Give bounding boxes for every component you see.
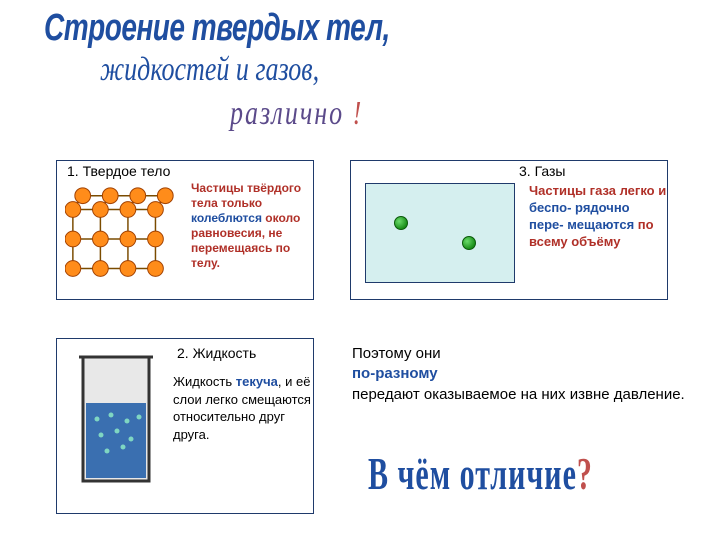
gas-title: 3. Газы (519, 163, 565, 179)
liquid-description: Жидкость текуча, и её слои легко смещают… (173, 373, 313, 443)
title-line-3: различно ! (230, 94, 363, 133)
gas-keyword: беспо- рядочно пере- мещаются (529, 200, 634, 232)
panel-solid: 1. Твердое тело Частицы твёрдого тела то… (56, 160, 314, 300)
concl-keyword: по-разному (352, 365, 438, 382)
question-text: В чём отличие? (368, 450, 593, 501)
gas-particle (462, 236, 476, 250)
gas-text-1: Частицы газа легко и (529, 183, 666, 198)
title-line-2: жидкостей и газов, (100, 50, 319, 89)
panel-liquid: 2. Жидкость Жидкость текуча, и её слои л… (56, 338, 314, 514)
solid-keyword: колеблются (191, 211, 262, 225)
liquid-keyword: текуча (236, 374, 278, 389)
title-line-1: Строение твердых тел, (44, 6, 390, 49)
title3-text: различно (230, 94, 344, 132)
gas-description: Частицы газа легко и беспо- рядочно пере… (529, 183, 667, 251)
solid-description: Частицы твёрдого тела только колеблются … (191, 181, 313, 271)
liquid-text-1: Жидкость (173, 374, 236, 389)
gas-particle (394, 216, 408, 230)
liquid-title: 2. Жидкость (177, 345, 256, 361)
solid-text-1: Частицы твёрдого тела только (191, 181, 301, 210)
question-mark: ? (577, 450, 593, 500)
concl-2: передают оказываемое на них извне давлен… (352, 386, 685, 403)
panel-gas: 3. Газы Частицы газа легко и беспо- рядо… (350, 160, 668, 300)
question-main: В чём отличие (368, 450, 577, 500)
lattice-diagram (65, 183, 183, 293)
solid-title: 1. Твердое тело (67, 163, 170, 179)
beaker-diagram (71, 349, 161, 489)
gas-box (365, 183, 515, 283)
title3-excl: ! (344, 94, 363, 132)
concl-1: Поэтому они (352, 345, 441, 362)
conclusion-text: Поэтому они по-разному передают оказывае… (352, 344, 692, 405)
